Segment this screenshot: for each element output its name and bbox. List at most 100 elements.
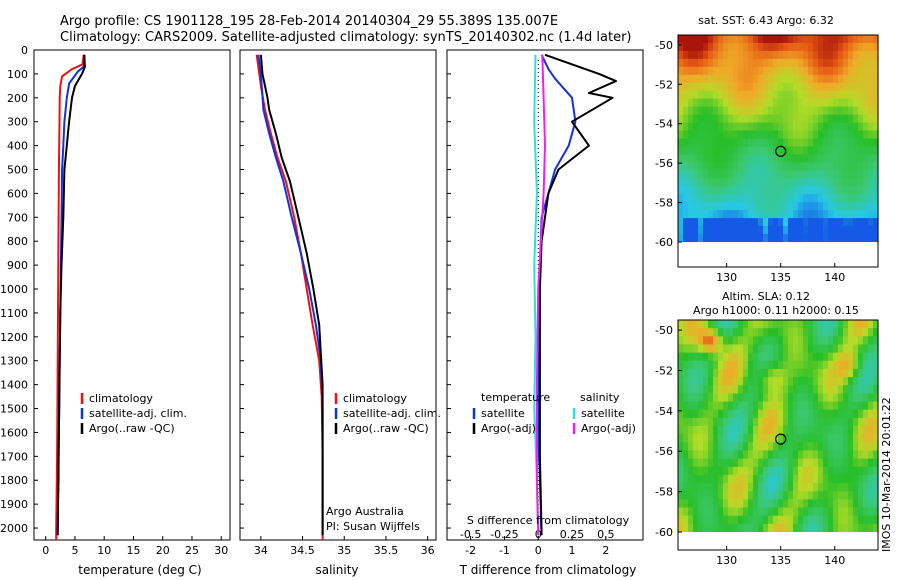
sla-cell (693, 352, 699, 362)
sst-cell (783, 130, 789, 140)
sla-cell (743, 320, 749, 329)
sst-cell (868, 35, 874, 44)
sst-cell (828, 106, 834, 116)
sla-cell (803, 515, 809, 525)
sla-cell (818, 450, 824, 460)
sst-cell (768, 146, 774, 156)
sst-cell (823, 186, 829, 195)
sla-cell (848, 328, 854, 337)
sst-cell (698, 74, 704, 84)
sla-cell (853, 401, 859, 411)
sst-cell (733, 170, 739, 179)
sla-cell (853, 434, 859, 443)
sst-cell (688, 114, 694, 124)
sst-cell (708, 178, 714, 187)
sst-cell (808, 66, 814, 76)
sst-cell (728, 170, 734, 179)
sla-cell (728, 368, 734, 378)
depth-axis-ticks: 0100200300400500600700800900100011001200… (0, 44, 451, 535)
sla-cell (723, 385, 729, 394)
sla-lat-tick-label: -60 (655, 526, 673, 539)
sla-cell (683, 515, 689, 525)
sla-cell (808, 344, 814, 354)
sst-cell (798, 178, 804, 187)
sla-cell (683, 499, 689, 509)
sla-cell (758, 401, 764, 411)
sst-cell (843, 74, 849, 84)
sst-cell (788, 122, 794, 132)
sla-cell (828, 491, 834, 500)
sst-cell (683, 35, 689, 44)
sla-cell (753, 458, 759, 468)
sla-cell (823, 401, 829, 411)
sst-cell (743, 106, 749, 116)
sst-cell (738, 178, 744, 187)
sst-cell (793, 234, 799, 243)
sst-cell (698, 218, 704, 227)
sst-cell (858, 170, 864, 179)
sst-cell (873, 66, 879, 76)
sst-cell (833, 234, 839, 243)
sla-cell (733, 393, 739, 403)
sst-lat-tick-label: -56 (655, 157, 673, 170)
sst-cell (708, 42, 714, 52)
sst-cell (758, 178, 764, 187)
sla-lon-tick-label: 135 (770, 554, 791, 567)
sst-cell (868, 138, 874, 148)
sst-cell (718, 82, 724, 92)
sst-cell (713, 106, 719, 116)
sla-cell (818, 417, 824, 427)
sst-cell (718, 218, 724, 227)
sla-cell (773, 336, 779, 346)
sst-cell (678, 154, 684, 163)
sla-cell (703, 434, 709, 443)
sst-cell (723, 74, 729, 84)
sst-cell (763, 122, 769, 132)
sla-cell (688, 344, 694, 354)
sla-cell (823, 434, 829, 443)
sst-cell (843, 186, 849, 195)
sla-cell (728, 483, 734, 492)
sla-cell (753, 426, 759, 435)
sst-cell (858, 154, 864, 163)
sla-cell (683, 491, 689, 500)
sla-cell (833, 336, 839, 346)
sst-cell (863, 58, 869, 68)
sla-cell (758, 491, 764, 500)
difference-top-tick-label: -0.5 (460, 528, 481, 541)
sla-cell (788, 466, 794, 476)
sst-cell (748, 74, 754, 84)
sla-cell (688, 385, 694, 394)
sla-cell (718, 320, 724, 329)
sla-cell (848, 434, 854, 443)
sst-cell (848, 74, 854, 84)
sst-cell (863, 186, 869, 195)
sla-cell (683, 507, 689, 517)
sla-cell (873, 466, 879, 476)
sst-cell (798, 58, 804, 68)
sla-cell (798, 401, 804, 411)
sla-cell (763, 450, 769, 460)
sst-cell (838, 210, 844, 219)
sst-cell (863, 106, 869, 116)
sst-cell (728, 90, 734, 100)
sla-cell (873, 499, 879, 509)
sla-cell (788, 458, 794, 468)
sla-cell (713, 360, 719, 370)
sla-cell (698, 393, 704, 403)
sst-cell (778, 226, 784, 235)
sla-cell (688, 491, 694, 500)
sla-cell (678, 474, 684, 484)
sla-cell (713, 483, 719, 492)
sst-cell (693, 98, 699, 108)
sla-cell (838, 458, 844, 468)
sla-cell (873, 417, 879, 427)
sla-cell (743, 385, 749, 394)
sla-cell (718, 491, 724, 500)
sla-cell (738, 393, 744, 403)
sla-cell (858, 352, 864, 362)
sla-cell (863, 515, 869, 525)
sst-cell (848, 194, 854, 203)
sla-cell (848, 515, 854, 525)
